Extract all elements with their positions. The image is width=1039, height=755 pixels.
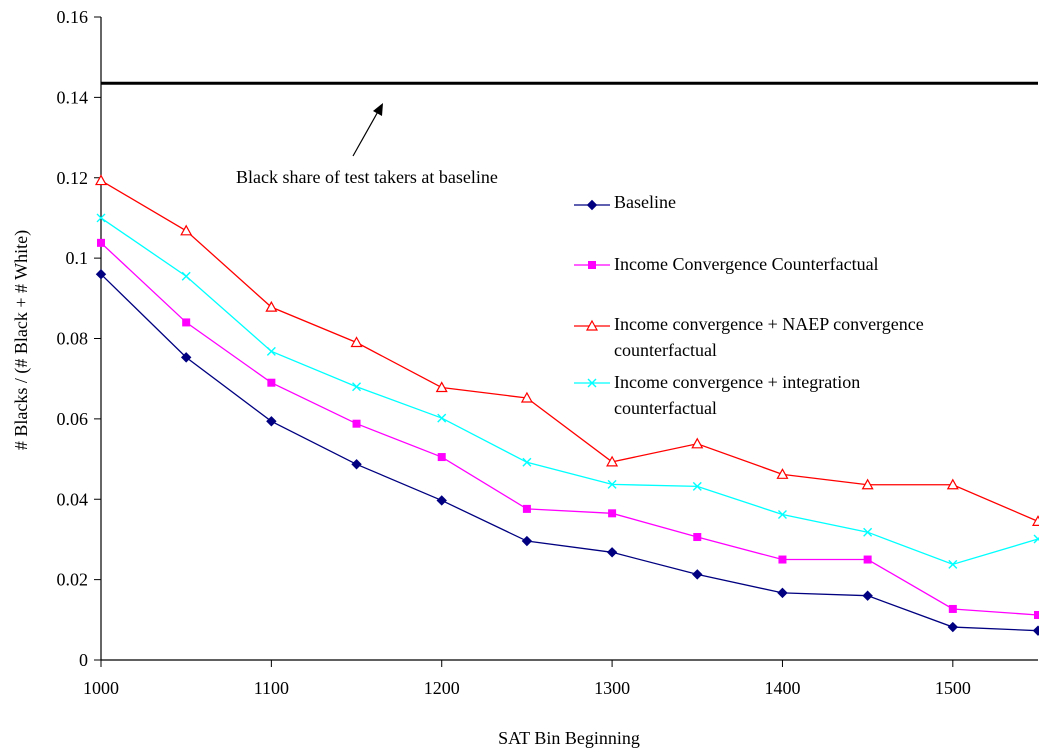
y-tick-label: 0 [79, 650, 88, 670]
data-point [95, 268, 107, 280]
legend: Baseline Income Convergence Counterfactua… [574, 192, 924, 418]
y-tick-label: 0.12 [57, 168, 89, 188]
data-point [266, 416, 277, 427]
legend-item: Income convergence + integration counterf… [574, 372, 860, 418]
legend-label: counterfactual [614, 340, 717, 360]
y-tick-label: 0.06 [57, 409, 89, 429]
x-tick-label: 1000 [83, 678, 119, 698]
data-point [862, 590, 873, 601]
series-line [100, 273, 1039, 632]
series-group [94, 174, 1039, 636]
data-point [1034, 610, 1039, 619]
data-point [1032, 625, 1039, 636]
y-tick-label: 0.08 [57, 329, 89, 349]
data-point [436, 495, 447, 506]
annotation-arrow [352, 107, 381, 157]
data-point [693, 533, 702, 542]
data-point [265, 300, 278, 312]
data-point [863, 555, 872, 564]
data-point [606, 547, 618, 558]
data-point [1033, 534, 1039, 544]
data-point [863, 527, 873, 537]
data-point [776, 468, 789, 479]
y-axis-title: # Blacks / (# Black + # White) [11, 230, 32, 450]
data-point [352, 419, 361, 428]
data-point [947, 621, 959, 633]
annotation-group: Black share of test takers at baseline [236, 103, 498, 187]
legend-label: Income Convergence Counterfactual [614, 254, 879, 274]
series-line [100, 217, 1039, 566]
x-tick-label: 1400 [764, 678, 800, 698]
x-tick-label: 1100 [254, 678, 289, 698]
data-point [181, 271, 191, 281]
data-point [1031, 515, 1039, 526]
data-point [692, 481, 702, 491]
x-axis-title: SAT Bin Beginning [498, 728, 640, 748]
legend-label: Income convergence + integration [614, 372, 860, 392]
data-point [948, 604, 957, 613]
series-1 [97, 238, 1039, 619]
data-point [861, 478, 874, 490]
x-tick-label: 1300 [594, 678, 630, 698]
legend-label: Income convergence + NAEP convergence [614, 314, 924, 334]
data-point [777, 510, 787, 520]
y-tick-label: 0.02 [57, 570, 89, 590]
data-point [267, 378, 276, 387]
data-point [946, 478, 959, 490]
legend-marker [585, 319, 599, 331]
data-point [96, 213, 106, 223]
data-point [692, 569, 703, 580]
series-3 [96, 213, 1039, 569]
x-tick-label: 1500 [935, 678, 971, 698]
data-point [435, 381, 448, 393]
data-point [777, 587, 788, 599]
data-point [778, 555, 787, 564]
legend-marker [586, 199, 598, 211]
series-line [100, 242, 1039, 616]
data-point [352, 382, 362, 392]
data-point [948, 559, 958, 569]
legend-item: Income convergence + NAEP convergence cou… [574, 314, 924, 360]
series-2 [94, 174, 1039, 526]
axes: 0 0.02 0.04 0.06 0.08 0.1 0.12 0.14 0.16 1000 1100… [57, 7, 1038, 698]
data-point [608, 509, 617, 518]
series-0 [95, 268, 1039, 636]
legend-item: Income Convergence Counterfactual [574, 254, 879, 274]
legend-item: Baseline [574, 192, 676, 212]
legend-marker [588, 261, 596, 269]
annotation-text: Black share of test takers at baseline [236, 167, 498, 187]
data-point [522, 504, 531, 513]
y-tick-label: 0.14 [57, 87, 89, 107]
data-point [691, 437, 704, 449]
data-point [266, 346, 276, 356]
data-point [522, 457, 532, 467]
legend-marker [587, 378, 597, 388]
y-tick-label: 0.16 [57, 7, 89, 27]
data-point [606, 455, 619, 467]
data-point [437, 413, 447, 423]
data-point [97, 238, 105, 247]
data-point [437, 453, 446, 462]
legend-label: Baseline [614, 192, 676, 212]
data-point [520, 391, 533, 403]
data-point [182, 318, 191, 327]
x-tick-label: 1200 [424, 678, 460, 698]
series-line [100, 180, 1039, 522]
y-tick-label: 0.04 [57, 489, 89, 509]
legend-label: counterfactual [614, 398, 717, 418]
data-point [350, 336, 363, 348]
annotation-arrowhead [373, 103, 383, 116]
data-point [180, 224, 193, 236]
data-point [180, 352, 192, 363]
data-point [521, 535, 533, 547]
data-point [351, 459, 362, 470]
data-point [607, 479, 617, 489]
y-tick-label: 0.1 [66, 248, 89, 268]
data-point [94, 174, 108, 186]
